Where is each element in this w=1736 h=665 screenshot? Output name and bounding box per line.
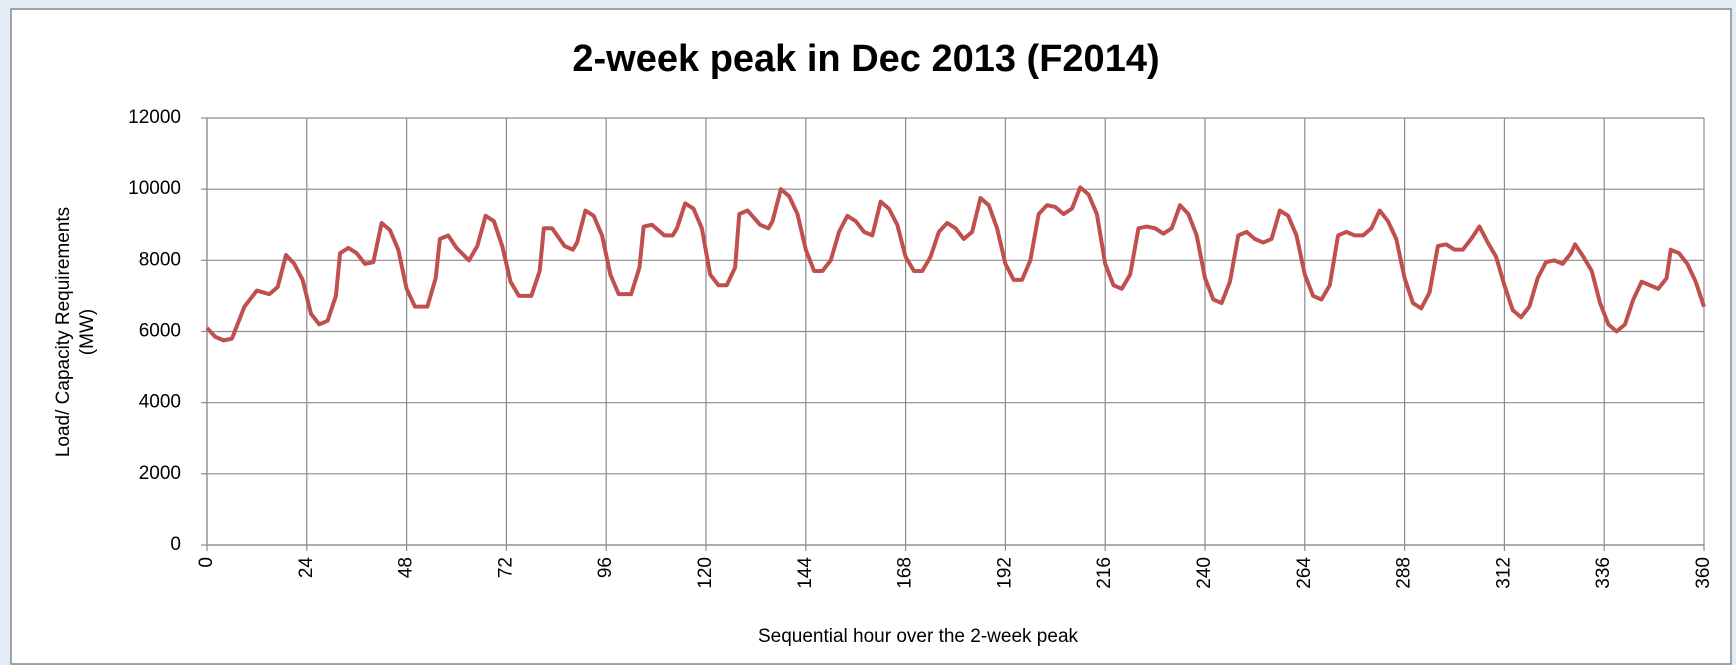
data-line: [205, 185, 1706, 343]
x-axis-label: Sequential hour over the 2-week peak: [758, 626, 1079, 647]
y-axis-label: (MW): [77, 309, 98, 355]
x-tick-label: 144: [795, 557, 816, 589]
x-tick-label: 264: [1294, 557, 1315, 589]
x-tick-label: 72: [495, 557, 516, 578]
chart-area: [10, 8, 1732, 665]
x-tick-label: 96: [595, 557, 616, 578]
y-tick-label: 8000: [139, 249, 181, 270]
x-tick-label: 120: [695, 557, 716, 589]
x-tick-label: 48: [396, 557, 417, 578]
y-tick-label: 12000: [128, 107, 181, 128]
x-tick-label: 168: [895, 557, 916, 589]
x-tick-label: 192: [994, 557, 1015, 589]
x-tick-label: 24: [296, 557, 317, 579]
x-tick-label: 240: [1194, 557, 1215, 589]
x-tick-label: 336: [1593, 557, 1614, 589]
y-tick-label: 10000: [128, 178, 181, 199]
x-tick-label: 0: [196, 557, 217, 568]
x-tick-label: 288: [1394, 557, 1415, 589]
chart-title: 2-week peak in Dec 2013 (F2014): [572, 38, 1159, 80]
y-axis-label: Load/ Capacity Requirements: [53, 207, 74, 457]
y-tick-label: 0: [170, 534, 181, 555]
x-tick-label: 360: [1693, 557, 1714, 589]
x-tick-label: 312: [1493, 557, 1514, 589]
y-tick-label: 6000: [139, 321, 181, 342]
x-tick-label: 216: [1094, 557, 1115, 589]
y-tick-label: 4000: [139, 392, 181, 413]
y-tick-label: 2000: [139, 463, 181, 484]
